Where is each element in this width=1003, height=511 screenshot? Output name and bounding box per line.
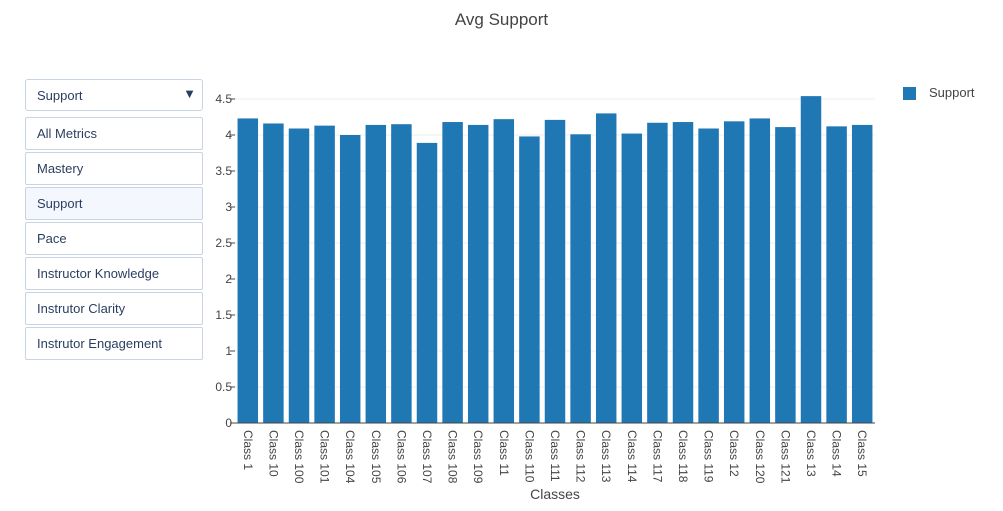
x-tick-label: Class 113 xyxy=(599,430,613,483)
menu-item-pace[interactable]: Pace xyxy=(25,222,203,255)
bar[interactable] xyxy=(416,142,438,424)
y-tick-label: 1.5 xyxy=(215,308,232,322)
x-tick-label: Class 1 xyxy=(241,430,255,470)
bar[interactable] xyxy=(621,133,643,423)
x-tick-label: Class 117 xyxy=(650,430,664,483)
x-tick-label: Class 105 xyxy=(369,430,383,484)
x-tick-label: Class 119 xyxy=(702,430,716,483)
x-tick-label: Class 112 xyxy=(574,430,588,483)
x-tick-label: Class 120 xyxy=(753,430,767,484)
x-tick-label: Class 107 xyxy=(420,430,434,484)
menu-item-mastery[interactable]: Mastery xyxy=(25,152,203,185)
x-tick-label: Class 109 xyxy=(471,430,485,484)
dropdown-selected-label: Support xyxy=(37,88,83,103)
x-tick-label: Class 101 xyxy=(318,430,332,484)
bar[interactable] xyxy=(775,127,796,423)
bar[interactable] xyxy=(851,124,873,424)
bar[interactable] xyxy=(314,125,335,423)
axes: 0 0.5 1 1.5 2 2.5 3 3.5 4 4.5 Class 1 Class 10 Class… xyxy=(215,92,875,484)
bar[interactable] xyxy=(800,96,822,424)
bar[interactable] xyxy=(570,134,591,423)
bar[interactable] xyxy=(672,122,694,423)
x-tick-label: Class 10 xyxy=(266,430,280,477)
menu-item-instructor-knowledge[interactable]: Instructor Knowledge xyxy=(25,257,203,290)
x-tick-label: Class 15 xyxy=(855,430,869,477)
bar[interactable] xyxy=(288,128,310,423)
bar[interactable] xyxy=(365,124,387,424)
y-tick-label: 2.5 xyxy=(215,236,232,250)
bar[interactable] xyxy=(723,121,745,423)
x-tick-label: Class 114 xyxy=(625,430,639,483)
x-tick-label: Class 106 xyxy=(394,430,408,484)
bar[interactable] xyxy=(698,128,719,423)
y-tick-label: 4 xyxy=(225,128,232,142)
legend-label: Support xyxy=(929,85,975,100)
x-tick-label: Class 104 xyxy=(343,430,357,484)
bar[interactable] xyxy=(519,136,540,423)
bar[interactable] xyxy=(467,124,489,424)
x-tick-label: Class 12 xyxy=(727,430,741,477)
bar[interactable] xyxy=(595,113,617,424)
metric-dropdown[interactable]: Support ▼ xyxy=(25,79,203,111)
x-tick-label: Class 110 xyxy=(522,430,536,483)
y-tick-label: 2 xyxy=(225,272,232,286)
x-tick-label: Class 13 xyxy=(804,430,818,477)
bar[interactable] xyxy=(647,122,668,423)
bar[interactable] xyxy=(263,123,284,423)
y-tick-label: 4.5 xyxy=(215,92,232,106)
menu-item-instructor-clarity[interactable]: Instrutor Clarity xyxy=(25,292,203,325)
bar[interactable] xyxy=(749,118,771,423)
y-tick-label: 3 xyxy=(225,200,232,214)
legend-swatch xyxy=(903,87,916,100)
y-tick-label: 0.5 xyxy=(215,380,232,394)
bar[interactable] xyxy=(826,126,847,424)
x-tick-label: Class 11 xyxy=(497,430,511,476)
menu-item-all-metrics[interactable]: All Metrics xyxy=(25,117,203,150)
bar[interactable] xyxy=(237,118,259,423)
bar[interactable] xyxy=(442,122,463,423)
chevron-down-icon: ▼ xyxy=(183,86,196,101)
x-tick-label: Class 118 xyxy=(676,430,690,483)
y-tick-label: 1 xyxy=(225,344,232,358)
bar[interactable] xyxy=(339,135,361,423)
y-tick-label: 3.5 xyxy=(215,164,232,178)
x-axis-title: Classes xyxy=(530,486,580,502)
chart-title: Avg Support xyxy=(454,10,549,29)
x-tick-label: Class 108 xyxy=(446,430,460,484)
bars xyxy=(237,96,873,424)
x-tick-label: Class 100 xyxy=(292,430,306,484)
y-tick-label: 0 xyxy=(225,416,232,430)
bar[interactable] xyxy=(544,119,566,423)
x-tick-label: Class 111 xyxy=(548,430,562,482)
menu-item-instructor-engagement[interactable]: Instrutor Engagement xyxy=(25,327,203,360)
bar[interactable] xyxy=(493,119,515,423)
bar[interactable] xyxy=(391,124,412,423)
x-tick-label: Class 14 xyxy=(830,430,844,477)
x-tick-label: Class 121 xyxy=(778,430,792,484)
menu-item-support[interactable]: Support xyxy=(25,187,203,220)
